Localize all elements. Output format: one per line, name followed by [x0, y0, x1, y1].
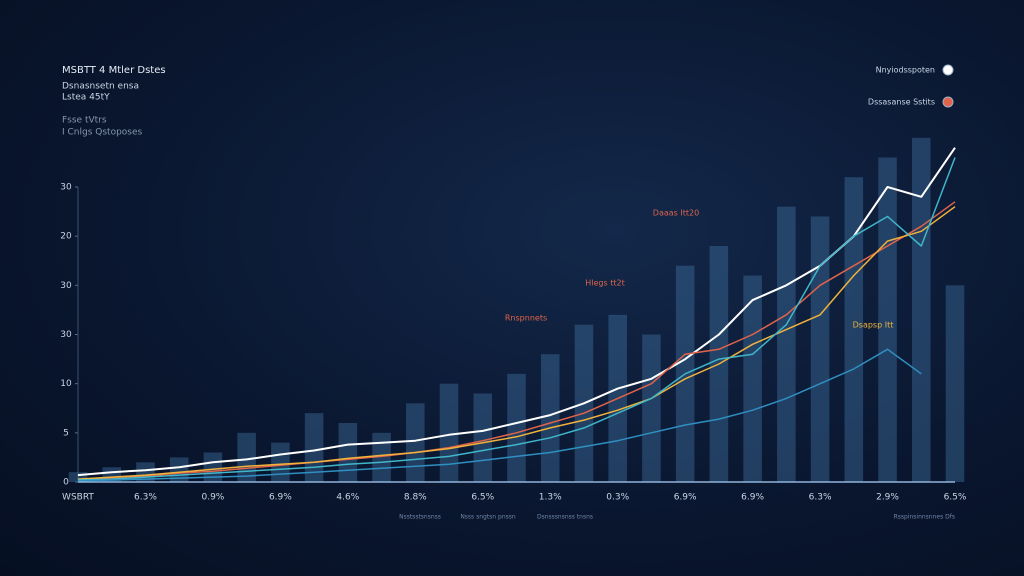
x-tick-label: 8.8%	[404, 493, 427, 503]
y-tick-label: 20	[60, 232, 72, 242]
bar	[237, 432, 256, 482]
note: I Cnlgs Qstoposes	[62, 128, 143, 138]
bar	[878, 157, 897, 482]
y-tick-label: 30	[60, 330, 72, 340]
bar	[540, 354, 560, 482]
line	[77, 206, 956, 480]
legend-swatch	[942, 96, 954, 108]
y-tick-label: 5	[63, 428, 69, 438]
x-tick-label: 0.3%	[606, 493, 629, 503]
bar	[810, 216, 830, 482]
y-tick-label: 30	[60, 281, 72, 291]
y-tick-label: 30	[60, 183, 72, 193]
bar	[473, 393, 493, 482]
bar	[203, 452, 223, 482]
x-tick-label: 4.6%	[336, 493, 359, 503]
line	[77, 147, 956, 477]
footer-text: Dsnsssnsnss tnsns	[537, 514, 593, 521]
bar	[507, 373, 526, 482]
bar	[844, 177, 864, 482]
legend-swatch	[942, 64, 954, 76]
bar	[406, 403, 425, 482]
bar	[271, 442, 290, 482]
legend-label: Nnyiodsspoten	[876, 66, 935, 75]
chart-title: MSBTT 4 Mtler Dstes	[62, 65, 166, 76]
bar	[945, 285, 965, 482]
footer-text: Nsss sngtsn pnssn	[460, 514, 516, 521]
x-tick-label: 6.5%	[944, 493, 967, 503]
bar	[304, 413, 324, 482]
line	[77, 201, 956, 481]
x-tick-label: 6.5%	[471, 493, 494, 503]
note: Fsse tVtrs	[62, 116, 107, 126]
x-tick-label: 6.3%	[134, 493, 157, 503]
legend-label: Dssasanse Sstits	[868, 98, 935, 107]
y-tick-label: 0	[63, 478, 69, 488]
footer-text: Nsstsstsnsnss	[399, 514, 441, 521]
line	[77, 348, 922, 482]
y-tick-label: 10	[60, 379, 72, 389]
x-tick-label: 1.3%	[539, 493, 562, 503]
x-tick-label: 6.3%	[809, 493, 832, 503]
footer-text: Rsspinsinnsnnes Dfs	[894, 514, 955, 521]
annotation: Dsapsp Itt	[853, 321, 894, 330]
bar	[338, 423, 358, 482]
x-tick-label: 6.9%	[741, 493, 764, 503]
x-tick-label: 6.9%	[269, 493, 292, 503]
annotation: Hlegs tt2t	[585, 279, 624, 288]
bar	[372, 432, 391, 482]
annotation: Daaas Itt20	[653, 209, 699, 218]
subtitle: Lstea 45tY	[62, 93, 110, 103]
line	[77, 157, 956, 481]
bar	[68, 472, 88, 482]
bar	[743, 275, 762, 482]
x-tick-label: 0.9%	[201, 493, 224, 503]
x-tick-label: 2.9%	[876, 493, 899, 503]
x-tick-label: 6.9%	[674, 493, 697, 503]
x-tick-label: WSBRT	[62, 493, 94, 503]
bar	[642, 334, 661, 482]
annotation: Rnspnnets	[505, 314, 547, 323]
bar	[439, 383, 459, 482]
subtitle: Dsnasnsetn ensa	[62, 82, 139, 92]
bar	[777, 206, 796, 482]
bar	[911, 137, 931, 483]
